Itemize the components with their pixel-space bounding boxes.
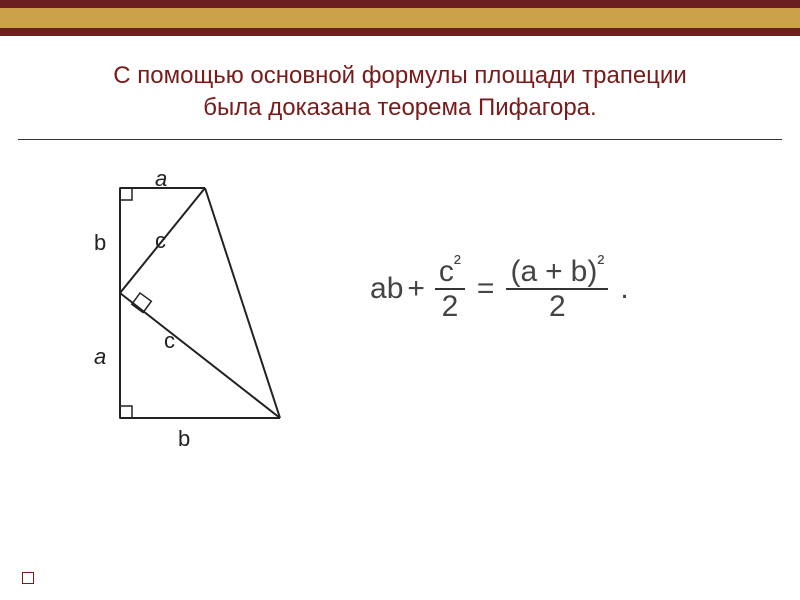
title-line-1: С помощью основной формулы площади трапе… bbox=[40, 60, 760, 92]
pythagoras-formula: ab + c² 2 = (a+b)² 2 . bbox=[370, 255, 629, 323]
band-top-inner bbox=[0, 8, 800, 28]
numerator-aplusb-sq: (a+b)² bbox=[506, 255, 608, 288]
diagram-label: b bbox=[178, 426, 190, 452]
band-top-outer bbox=[0, 0, 800, 8]
fraction-c2-over-2: c² 2 bbox=[435, 255, 465, 323]
diagram-label: a bbox=[155, 166, 167, 192]
title-block: С помощью основной формулы площади трапе… bbox=[0, 36, 800, 139]
diagram-label: c bbox=[164, 328, 175, 354]
denominator-2b: 2 bbox=[545, 290, 570, 323]
diagram-label: c bbox=[155, 228, 166, 254]
plus-sign: + bbox=[407, 272, 425, 306]
fraction-ab2-over-2: (a+b)² 2 bbox=[506, 255, 608, 323]
diagram-label: a bbox=[94, 344, 106, 370]
content-area: abcacb ab + c² 2 = (a+b)² 2 . bbox=[0, 140, 800, 560]
trapezoid-diagram: abcacb bbox=[100, 168, 300, 448]
footer-square-icon bbox=[22, 572, 34, 584]
denominator-2: 2 bbox=[438, 290, 463, 323]
numerator-c2: c² bbox=[435, 255, 465, 288]
diagram-label: b bbox=[94, 230, 106, 256]
title-line-2: была доказана теорема Пифагора. bbox=[40, 92, 760, 124]
header-bands bbox=[0, 0, 800, 36]
formula-period: . bbox=[620, 272, 628, 306]
equals-sign: = bbox=[477, 272, 495, 306]
formula-ab: ab bbox=[370, 272, 403, 306]
band-top-outer-2 bbox=[0, 28, 800, 36]
